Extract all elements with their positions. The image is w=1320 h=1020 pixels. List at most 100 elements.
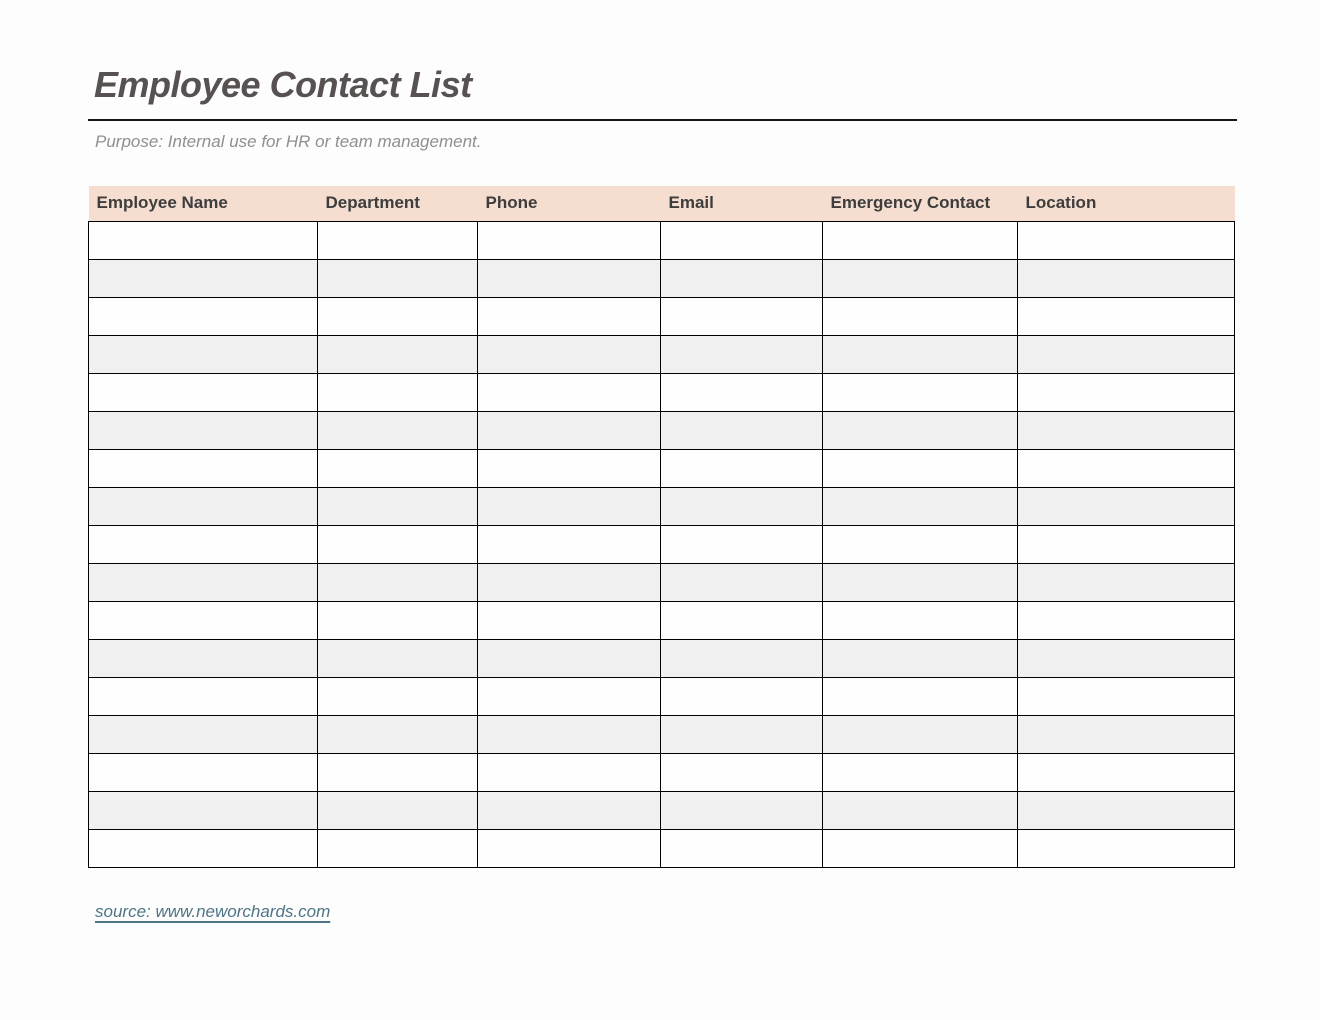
cell-email[interactable] (660, 828, 823, 868)
cell-emergency-contact[interactable] (822, 714, 1018, 754)
cell-location[interactable] (1017, 296, 1235, 336)
cell-location[interactable] (1017, 410, 1235, 450)
cell-phone[interactable] (477, 486, 661, 526)
cell-department[interactable] (317, 600, 478, 640)
cell-phone[interactable] (477, 524, 661, 564)
cell-department[interactable] (317, 752, 478, 792)
cell-phone[interactable] (477, 296, 661, 336)
cell-department[interactable] (317, 676, 478, 716)
cell-employee-name[interactable] (88, 752, 318, 792)
cell-email[interactable] (660, 676, 823, 716)
cell-phone[interactable] (477, 334, 661, 374)
cell-emergency-contact[interactable] (822, 296, 1018, 336)
cell-employee-name[interactable] (88, 372, 318, 412)
cell-emergency-contact[interactable] (822, 410, 1018, 450)
cell-employee-name[interactable] (88, 638, 318, 678)
cell-emergency-contact[interactable] (822, 638, 1018, 678)
cell-phone[interactable] (477, 714, 661, 754)
cell-emergency-contact[interactable] (822, 220, 1018, 260)
cell-emergency-contact[interactable] (822, 790, 1018, 830)
cell-location[interactable] (1017, 258, 1235, 298)
cell-department[interactable] (317, 296, 478, 336)
cell-phone[interactable] (477, 448, 661, 488)
cell-email[interactable] (660, 486, 823, 526)
cell-phone[interactable] (477, 600, 661, 640)
cell-department[interactable] (317, 524, 478, 564)
cell-location[interactable] (1017, 828, 1235, 868)
cell-location[interactable] (1017, 790, 1235, 830)
cell-emergency-contact[interactable] (822, 448, 1018, 488)
cell-employee-name[interactable] (88, 410, 318, 450)
cell-department[interactable] (317, 372, 478, 412)
cell-phone[interactable] (477, 372, 661, 412)
cell-emergency-contact[interactable] (822, 828, 1018, 868)
cell-employee-name[interactable] (88, 790, 318, 830)
cell-department[interactable] (317, 486, 478, 526)
cell-email[interactable] (660, 220, 823, 260)
cell-email[interactable] (660, 752, 823, 792)
cell-emergency-contact[interactable] (822, 676, 1018, 716)
cell-department[interactable] (317, 258, 478, 298)
cell-employee-name[interactable] (88, 828, 318, 868)
cell-email[interactable] (660, 372, 823, 412)
cell-department[interactable] (317, 828, 478, 868)
cell-department[interactable] (317, 562, 478, 602)
cell-department[interactable] (317, 220, 478, 260)
cell-email[interactable] (660, 562, 823, 602)
cell-location[interactable] (1017, 220, 1235, 260)
cell-location[interactable] (1017, 334, 1235, 374)
cell-location[interactable] (1017, 752, 1235, 792)
cell-email[interactable] (660, 600, 823, 640)
cell-email[interactable] (660, 334, 823, 374)
cell-phone[interactable] (477, 790, 661, 830)
cell-email[interactable] (660, 296, 823, 336)
cell-location[interactable] (1017, 372, 1235, 412)
cell-employee-name[interactable] (88, 600, 318, 640)
cell-email[interactable] (660, 258, 823, 298)
cell-email[interactable] (660, 524, 823, 564)
cell-department[interactable] (317, 790, 478, 830)
cell-emergency-contact[interactable] (822, 372, 1018, 412)
cell-employee-name[interactable] (88, 562, 318, 602)
cell-employee-name[interactable] (88, 714, 318, 754)
cell-location[interactable] (1017, 600, 1235, 640)
cell-location[interactable] (1017, 448, 1235, 488)
cell-employee-name[interactable] (88, 220, 318, 260)
cell-department[interactable] (317, 448, 478, 488)
cell-emergency-contact[interactable] (822, 600, 1018, 640)
cell-phone[interactable] (477, 562, 661, 602)
cell-email[interactable] (660, 714, 823, 754)
cell-employee-name[interactable] (88, 296, 318, 336)
cell-email[interactable] (660, 790, 823, 830)
cell-emergency-contact[interactable] (822, 562, 1018, 602)
cell-phone[interactable] (477, 638, 661, 678)
cell-emergency-contact[interactable] (822, 752, 1018, 792)
cell-department[interactable] (317, 714, 478, 754)
cell-location[interactable] (1017, 676, 1235, 716)
cell-department[interactable] (317, 410, 478, 450)
cell-location[interactable] (1017, 486, 1235, 526)
cell-department[interactable] (317, 334, 478, 374)
cell-employee-name[interactable] (88, 524, 318, 564)
cell-employee-name[interactable] (88, 334, 318, 374)
cell-phone[interactable] (477, 258, 661, 298)
cell-email[interactable] (660, 638, 823, 678)
cell-phone[interactable] (477, 828, 661, 868)
cell-emergency-contact[interactable] (822, 258, 1018, 298)
cell-location[interactable] (1017, 714, 1235, 754)
cell-employee-name[interactable] (88, 486, 318, 526)
cell-phone[interactable] (477, 220, 661, 260)
cell-employee-name[interactable] (88, 258, 318, 298)
cell-emergency-contact[interactable] (822, 334, 1018, 374)
cell-phone[interactable] (477, 752, 661, 792)
cell-employee-name[interactable] (88, 448, 318, 488)
source-link[interactable]: source: www.neworchards.com (95, 902, 331, 921)
cell-location[interactable] (1017, 638, 1235, 678)
cell-employee-name[interactable] (88, 676, 318, 716)
cell-location[interactable] (1017, 524, 1235, 564)
cell-email[interactable] (660, 410, 823, 450)
cell-phone[interactable] (477, 410, 661, 450)
cell-location[interactable] (1017, 562, 1235, 602)
cell-phone[interactable] (477, 676, 661, 716)
cell-emergency-contact[interactable] (822, 486, 1018, 526)
